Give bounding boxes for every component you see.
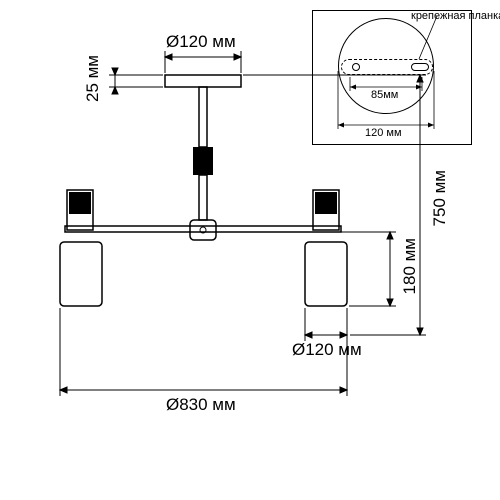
shade-left	[60, 242, 102, 306]
inset-title-label: крепежная планка	[411, 10, 500, 22]
shade-height-label: 180 мм	[400, 238, 420, 294]
hub	[190, 220, 216, 240]
inset-outer-label: 120 мм	[365, 127, 402, 139]
inset-dims	[313, 11, 473, 146]
inset-inner-label: 85мм	[371, 89, 398, 101]
shade-right	[305, 242, 347, 306]
dim-shade-height	[340, 232, 396, 306]
inset-box: крепежная планка 85мм 120 мм	[312, 10, 472, 145]
canopy-height-label: 25 мм	[83, 55, 103, 102]
canopy-diameter-label: Ø120 мм	[166, 32, 236, 52]
rod-top	[199, 87, 207, 147]
dim-shade-diameter	[305, 308, 347, 341]
dim-canopy-diameter	[165, 51, 241, 73]
total-height-label: 750 мм	[430, 170, 450, 226]
dim-canopy-height	[109, 68, 163, 94]
rod-bottom	[199, 175, 207, 220]
total-width-label: Ø830 мм	[166, 395, 236, 415]
diagram-canvas: крепежная планка 85мм 120 мм Ø120 мм 25 …	[0, 0, 500, 500]
canopy	[165, 75, 241, 87]
collar	[193, 147, 213, 175]
shade-diameter-label: Ø120 мм	[292, 340, 362, 360]
